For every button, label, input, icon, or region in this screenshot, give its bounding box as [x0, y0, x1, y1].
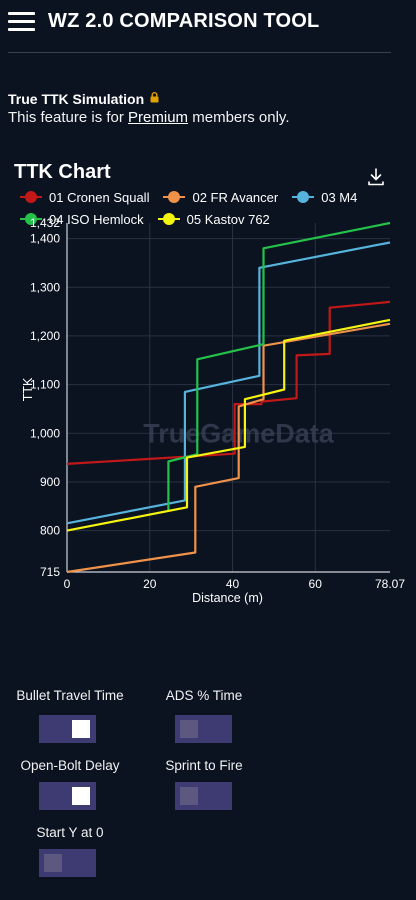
start-y-zero-toggle[interactable]	[39, 849, 96, 877]
x-tick-label: 78.07	[375, 577, 405, 591]
lock-icon	[150, 92, 159, 106]
y-tick-label: 800	[40, 524, 60, 538]
premium-notice-title: True TTK Simulation	[8, 91, 408, 107]
y-tick-label: 1,200	[30, 329, 60, 343]
premium-notice: True TTK Simulation This feature is for …	[8, 91, 408, 126]
settings-panel: Bullet Travel Time ADS % Time Open-Bolt …	[0, 688, 416, 888]
toggle-knob	[72, 787, 90, 805]
setting-label: Bullet Travel Time	[16, 688, 124, 703]
toggle-knob	[44, 854, 62, 872]
series-line-05-kastov-762	[66, 318, 391, 532]
x-tick-label: 60	[309, 577, 323, 591]
legend-item[interactable]: 04 ISO Hemlock	[20, 209, 144, 229]
legend-label: 03 M4	[321, 189, 358, 205]
series-line-04-iso-hemlock	[167, 221, 391, 512]
setting-open-bolt: Open-Bolt Delay	[0, 758, 140, 773]
y-tick-label: 1,000	[30, 426, 60, 440]
app-title: WZ 2.0 COMPARISON TOOL	[48, 10, 320, 32]
legend-swatch	[292, 191, 315, 203]
legend-label: 05 Kastov 762	[186, 211, 270, 227]
y-tick-label: 1,100	[30, 378, 60, 392]
hamburger-menu-icon[interactable]	[8, 11, 35, 33]
premium-link[interactable]: Premium	[128, 109, 189, 126]
toggle-knob	[180, 787, 198, 805]
legend-item[interactable]: 05 Kastov 762	[157, 209, 270, 229]
legend-label: 01 Cronen Squall	[49, 189, 150, 205]
ads-time-toggle[interactable]	[175, 715, 232, 743]
app-header: WZ 2.0 COMPARISON TOOL	[0, 0, 416, 44]
setting-sprint-fire: Sprint to Fire	[134, 758, 274, 773]
legend-swatch	[20, 213, 42, 225]
x-tick-label: 40	[226, 577, 240, 591]
legend-label: 02 FR Avancer	[192, 189, 279, 205]
y-tick-label: 1,300	[30, 280, 60, 294]
setting-start-y-zero: Start Y at 0	[0, 825, 140, 840]
legend-swatch	[157, 213, 180, 225]
premium-title-text: True TTK Simulation	[8, 91, 145, 107]
x-axis-label: Distance (m)	[192, 591, 263, 605]
toggle-knob	[180, 720, 198, 738]
y-tick-label: 715	[40, 565, 60, 579]
open-bolt-toggle[interactable]	[39, 782, 96, 810]
series-line-02-fr-avancer	[66, 322, 391, 574]
sprint-fire-toggle[interactable]	[175, 782, 232, 810]
chart-title: TTK Chart	[14, 161, 111, 183]
legend-item[interactable]: 01 Cronen Squall	[20, 187, 149, 207]
y-tick-label: 1,432	[30, 216, 60, 230]
chart-legend: 01 Cronen Squall 02 FR Avancer 03 M4 04 ISO…	[20, 187, 416, 229]
setting-label: Start Y at 0	[36, 825, 104, 840]
x-tick-label: 20	[143, 577, 157, 591]
premium-text-before: This feature is for	[8, 109, 129, 126]
series-line-03-m4	[66, 241, 391, 525]
header-divider	[8, 52, 391, 53]
setting-label: ADS % Time	[165, 688, 243, 703]
bullet-travel-toggle[interactable]	[39, 715, 96, 743]
toggle-knob	[72, 720, 90, 738]
legend-swatch	[20, 191, 42, 203]
setting-label: Open-Bolt Delay	[20, 758, 120, 773]
legend-item[interactable]: 03 M4	[292, 187, 357, 207]
download-icon[interactable]	[366, 167, 386, 187]
legend-label: 04 ISO Hemlock	[49, 211, 144, 227]
y-axis-label: TTK	[21, 377, 35, 401]
ttk-line-chart: TrueGameData7158009001,0001,1001,2001,30…	[21, 216, 405, 605]
premium-notice-text: This feature is for Premium members only…	[8, 109, 408, 126]
setting-ads-time: ADS % Time	[134, 688, 274, 703]
premium-text-after: members only.	[188, 109, 290, 126]
legend-swatch	[163, 191, 186, 203]
y-tick-label: 900	[40, 475, 60, 489]
x-tick-label: 0	[64, 577, 71, 591]
setting-label: Sprint to Fire	[165, 758, 243, 773]
setting-bullet-travel: Bullet Travel Time	[0, 688, 140, 703]
y-tick-label: 1,400	[30, 232, 60, 246]
legend-item[interactable]: 02 FR Avancer	[163, 187, 278, 207]
